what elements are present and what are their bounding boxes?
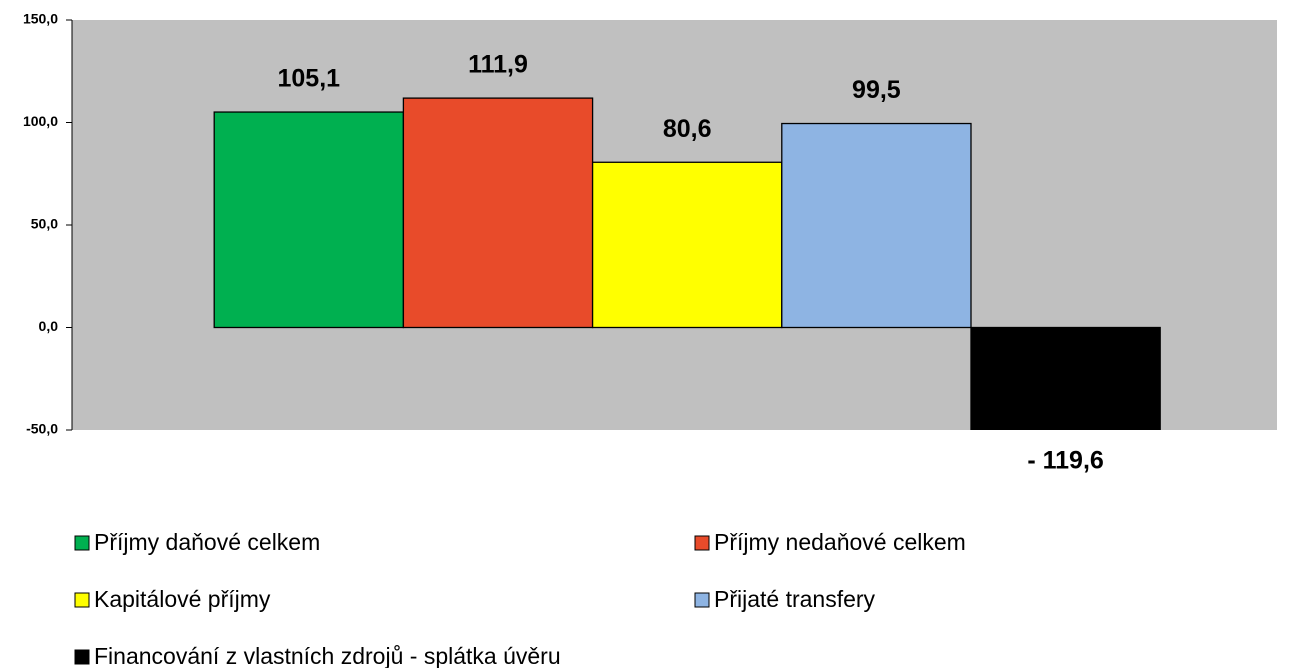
bar <box>402 97 594 329</box>
legend-swatch <box>74 649 90 665</box>
bars <box>213 97 1161 430</box>
legend-label: Přijaté transfery <box>714 586 876 612</box>
legend-label: Kapitálové příjmy <box>94 586 271 612</box>
legend-label: Příjmy nedaňové celkem <box>714 529 966 555</box>
value-label: 80,6 <box>663 115 712 143</box>
legend-swatch <box>694 535 710 551</box>
y-tick-label: 0,0 <box>39 318 59 334</box>
legend-label: Příjmy daňové celkem <box>94 529 320 555</box>
y-tick-label: -50,0 <box>26 421 58 437</box>
y-tick-label: 150,0 <box>23 11 58 27</box>
y-tick-label: 50,0 <box>31 216 58 232</box>
legend-label: Financování z vlastních zdrojů - splátka… <box>94 643 561 668</box>
y-tick-label: 100,0 <box>23 113 58 129</box>
legend-swatch <box>74 535 90 551</box>
bar <box>970 326 1161 430</box>
value-label: 99,5 <box>852 76 901 104</box>
legend-swatch <box>74 592 90 608</box>
value-label: 111,9 <box>468 51 528 79</box>
value-label: - 119,6 <box>1027 447 1103 475</box>
legend-swatch <box>694 592 710 608</box>
value-label: 105,1 <box>278 65 341 93</box>
bar <box>591 161 783 329</box>
bar <box>213 111 405 329</box>
bar <box>781 122 972 329</box>
